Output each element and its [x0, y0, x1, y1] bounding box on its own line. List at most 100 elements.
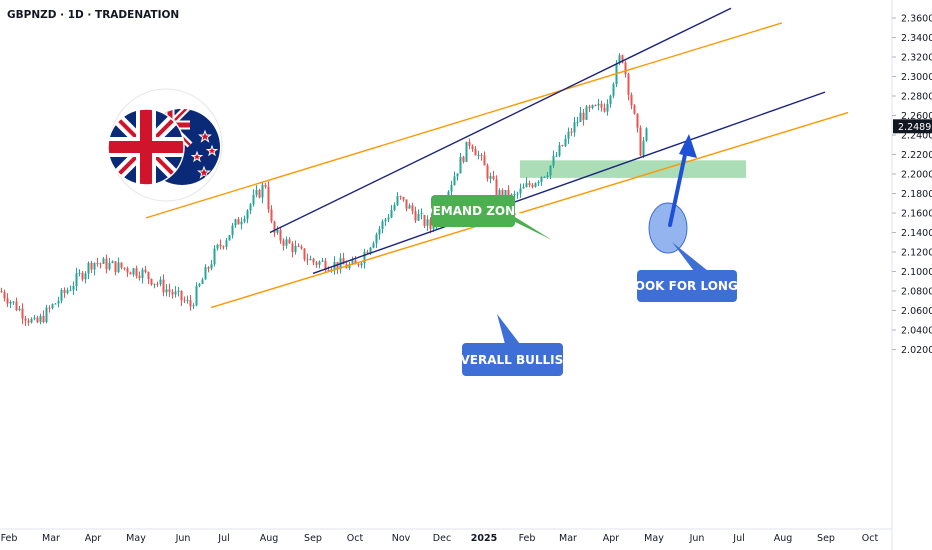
- current-price-badge-box: [893, 119, 932, 134]
- candle-body: [348, 264, 351, 269]
- candle-body: [624, 62, 627, 75]
- candle-body: [153, 283, 156, 285]
- candle-body: [207, 267, 210, 269]
- candle-body: [84, 273, 87, 280]
- candle-body: [96, 262, 99, 264]
- demand-zone-rect[interactable]: [520, 160, 746, 178]
- candle-body: [150, 278, 153, 285]
- candle-body: [228, 235, 231, 241]
- time-tick-label: Sep: [817, 533, 835, 544]
- candle-body: [387, 217, 390, 220]
- candle-body: [528, 183, 531, 185]
- candle-body: [315, 262, 318, 265]
- candle-body: [375, 234, 378, 244]
- price-tick-label: 2.30000: [901, 72, 932, 83]
- candle-body: [21, 308, 24, 319]
- candle-body: [366, 251, 369, 254]
- candle-body: [591, 105, 594, 109]
- candle-body: [429, 219, 432, 229]
- price-tick-label: 2.16000: [901, 209, 932, 220]
- price-axis[interactable]: 2.36000 2.34000 2.32000 2.30000 2.28000 2.260…: [892, 14, 932, 357]
- candle-body: [183, 300, 186, 302]
- candle-body: [288, 239, 291, 244]
- candle-body: [0, 291, 3, 293]
- callout-demand-zone-pointer: [505, 217, 552, 240]
- candle-body: [468, 141, 471, 146]
- candle-body: [342, 258, 345, 265]
- candle-body: [81, 272, 84, 280]
- candle-body: [489, 176, 492, 179]
- candle-body: [132, 268, 135, 275]
- candle-body: [204, 267, 207, 280]
- candle-body: [306, 259, 309, 261]
- time-tick-label: Oct: [862, 533, 879, 544]
- price-tick-label: 2.04000: [901, 326, 932, 337]
- candle-body: [147, 271, 150, 279]
- candle-body: [432, 225, 435, 229]
- candle-body: [642, 140, 645, 156]
- candle-body: [27, 320, 30, 323]
- orange-channel-upper-line[interactable]: [145, 22, 783, 219]
- candle-body: [639, 127, 642, 156]
- candle-body: [633, 105, 636, 114]
- price-tick-label: 2.08000: [901, 287, 932, 298]
- bullish-arrow-shaft: [668, 148, 688, 227]
- candle-body: [267, 186, 270, 210]
- candle-body: [114, 261, 117, 273]
- current-price-badge: 2.24892: [893, 119, 932, 134]
- callout-demand-zone[interactable]: DEMAND ZONE: [423, 195, 552, 240]
- candle-body: [552, 156, 555, 166]
- candle-body: [600, 103, 603, 108]
- candle-body: [627, 74, 630, 95]
- time-tick-label: Apr: [85, 533, 102, 544]
- candle-body: [15, 301, 18, 311]
- time-axis[interactable]: Feb Mar Apr May Jun Jul Aug Sep Oct Nov Dec 2025 Feb…: [1, 533, 879, 544]
- price-tick-label: 2.22000: [901, 150, 932, 161]
- candle-body: [363, 251, 366, 264]
- candle-body: [201, 279, 204, 284]
- candle-body: [381, 221, 384, 230]
- price-tick-label: 2.06000: [901, 306, 932, 317]
- callout-overall-bullish-label: OVERALL BULLISH: [451, 353, 574, 367]
- time-tick-label: Oct: [347, 533, 364, 544]
- entry-highlight-circle[interactable]: [648, 202, 688, 254]
- callout-overall-bullish[interactable]: OVERALL BULLISH: [451, 314, 574, 376]
- candle-body: [621, 55, 624, 63]
- callout-demand-zone-box: [431, 195, 515, 227]
- time-tick-label: Feb: [519, 533, 536, 544]
- candle-body: [99, 263, 102, 265]
- callout-look-for-longs-label: LOOK FOR LONGS: [628, 279, 747, 293]
- candle-body: [48, 307, 51, 309]
- trend-channels[interactable]: [145, 7, 849, 309]
- candle-body: [54, 303, 57, 305]
- candle-body: [78, 272, 81, 274]
- candle-body: [525, 183, 528, 187]
- candle-body: [162, 279, 165, 293]
- candle-body: [87, 262, 90, 274]
- candle-body: [6, 298, 9, 304]
- candle-body: [369, 247, 372, 254]
- candle-body: [318, 261, 321, 265]
- candle-body: [213, 248, 216, 265]
- time-tick-label: Mar: [42, 533, 60, 544]
- callout-look-for-longs[interactable]: LOOK FOR LONGS: [628, 242, 747, 302]
- candle-body: [414, 211, 417, 221]
- time-tick-label: Nov: [392, 533, 411, 544]
- current-price-label: 2.24892: [898, 122, 932, 133]
- candle-body: [192, 305, 195, 307]
- candle-body: [195, 286, 198, 306]
- candle-body: [90, 262, 93, 270]
- candle-body: [255, 189, 258, 195]
- candle-body: [51, 304, 54, 309]
- candle-body: [498, 190, 501, 196]
- navy-channel-upper-line[interactable]: [269, 7, 732, 234]
- candle-body: [231, 225, 234, 236]
- navy-channel-lower-line[interactable]: [312, 91, 826, 275]
- time-tick-label: Aug: [774, 533, 793, 544]
- candle-body: [480, 154, 483, 156]
- orange-channel-lower-line[interactable]: [210, 111, 849, 309]
- bullish-arrow[interactable]: [668, 134, 697, 227]
- time-tick-label: May: [644, 533, 664, 544]
- candle-body: [537, 181, 540, 184]
